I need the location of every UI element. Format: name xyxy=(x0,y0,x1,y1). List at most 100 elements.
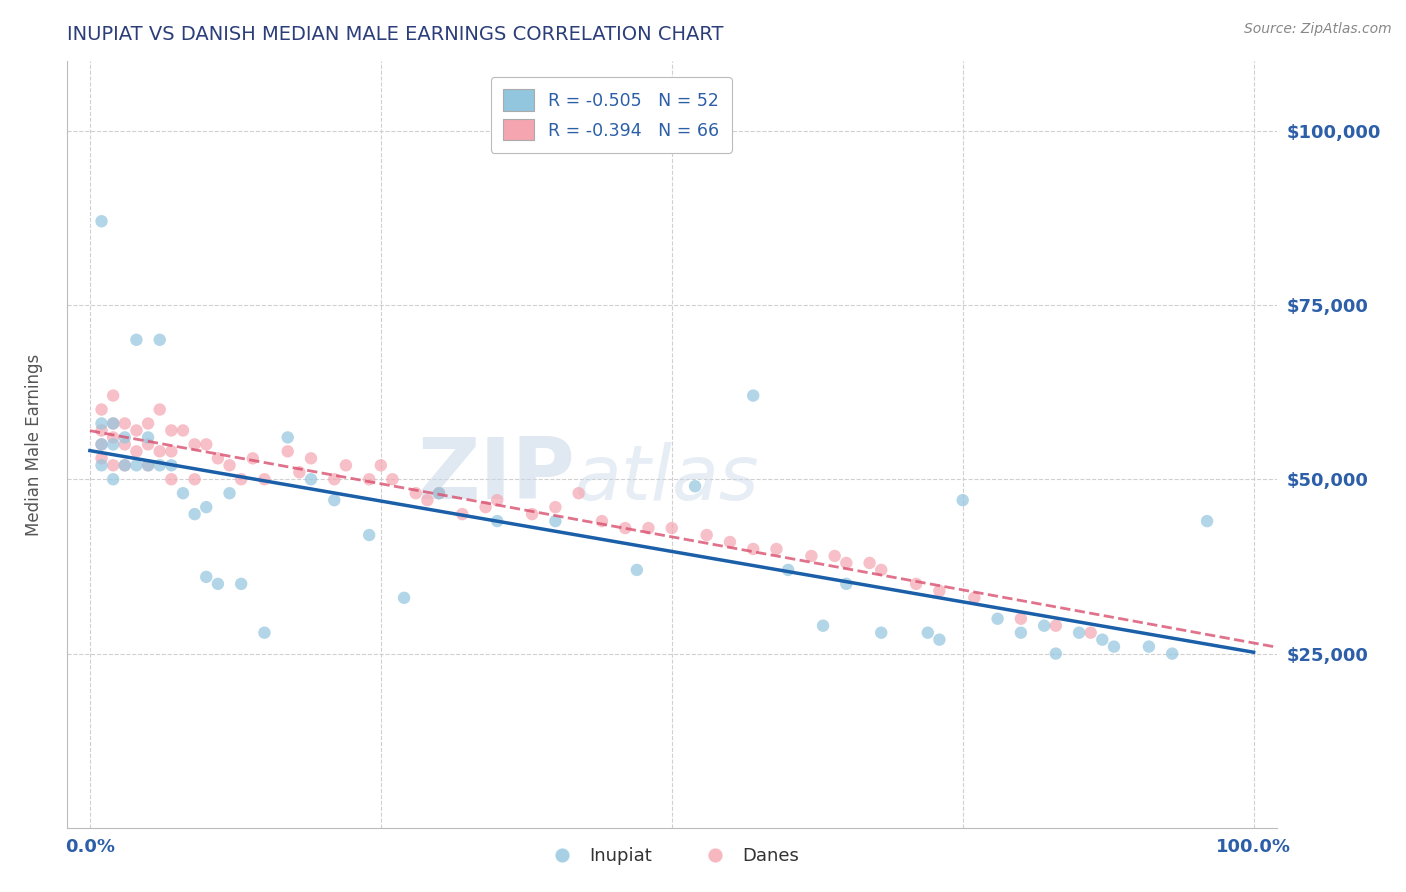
Point xyxy=(90,402,112,417)
Point xyxy=(544,500,567,515)
Point xyxy=(160,472,183,486)
Point xyxy=(520,507,543,521)
Text: atlas: atlas xyxy=(575,442,759,516)
Point xyxy=(160,424,183,438)
Point xyxy=(742,388,765,402)
Point xyxy=(591,514,613,528)
Point xyxy=(1161,647,1184,661)
Point xyxy=(359,472,381,486)
Point xyxy=(299,451,322,466)
Point xyxy=(323,472,346,486)
Text: Source: ZipAtlas.com: Source: ZipAtlas.com xyxy=(1244,22,1392,37)
Point xyxy=(392,591,415,605)
Point xyxy=(195,437,218,451)
Point xyxy=(299,472,322,486)
Point xyxy=(568,486,591,500)
Point xyxy=(160,444,183,458)
Point xyxy=(207,577,229,591)
Point xyxy=(381,472,404,486)
Point xyxy=(277,430,299,444)
Point xyxy=(765,541,787,556)
Point xyxy=(149,444,172,458)
Point xyxy=(125,333,148,347)
Text: INUPIAT VS DANISH MEDIAN MALE EARNINGS CORRELATION CHART: INUPIAT VS DANISH MEDIAN MALE EARNINGS C… xyxy=(66,25,723,44)
Point xyxy=(486,493,509,508)
Point xyxy=(136,458,159,473)
Point xyxy=(451,507,474,521)
Point xyxy=(987,612,1010,626)
Point xyxy=(835,556,858,570)
Point xyxy=(661,521,683,535)
Point xyxy=(101,458,124,473)
Point xyxy=(742,541,765,556)
Point xyxy=(101,417,124,431)
Point xyxy=(90,458,112,473)
Point xyxy=(370,458,392,473)
Point xyxy=(101,388,124,402)
Legend: Inupiat, Danes: Inupiat, Danes xyxy=(537,840,807,872)
Point xyxy=(114,437,136,451)
Point xyxy=(101,437,124,451)
Point xyxy=(963,591,986,605)
Point xyxy=(427,486,450,500)
Point xyxy=(870,625,893,640)
Point xyxy=(90,437,112,451)
Y-axis label: Median Male Earnings: Median Male Earnings xyxy=(25,353,44,535)
Point xyxy=(195,500,218,515)
Point xyxy=(1067,625,1090,640)
Point xyxy=(800,549,823,563)
Point xyxy=(183,507,205,521)
Point xyxy=(136,458,159,473)
Point xyxy=(917,625,939,640)
Point xyxy=(207,451,229,466)
Point xyxy=(928,632,950,647)
Point xyxy=(952,493,974,508)
Point xyxy=(114,430,136,444)
Point xyxy=(1045,618,1067,632)
Point xyxy=(253,625,276,640)
Point xyxy=(125,424,148,438)
Point xyxy=(125,458,148,473)
Point xyxy=(835,577,858,591)
Point xyxy=(824,549,846,563)
Point xyxy=(1102,640,1125,654)
Point xyxy=(149,458,172,473)
Point xyxy=(811,618,834,632)
Point xyxy=(683,479,706,493)
Point xyxy=(1045,647,1067,661)
Point xyxy=(90,451,112,466)
Point xyxy=(416,493,439,508)
Point xyxy=(114,458,136,473)
Point xyxy=(614,521,637,535)
Point xyxy=(1010,625,1032,640)
Point xyxy=(905,577,928,591)
Point xyxy=(172,486,194,500)
Point xyxy=(101,430,124,444)
Point xyxy=(1137,640,1160,654)
Point xyxy=(149,402,172,417)
Point xyxy=(218,486,240,500)
Point xyxy=(101,472,124,486)
Point xyxy=(125,444,148,458)
Point xyxy=(427,486,450,500)
Point xyxy=(928,583,950,598)
Point xyxy=(149,333,172,347)
Point xyxy=(1010,612,1032,626)
Point xyxy=(474,500,496,515)
Point xyxy=(1080,625,1102,640)
Point xyxy=(718,535,741,549)
Point xyxy=(288,465,311,479)
Point xyxy=(858,556,880,570)
Point xyxy=(231,472,253,486)
Point xyxy=(626,563,648,577)
Point xyxy=(323,493,346,508)
Point xyxy=(218,458,240,473)
Point xyxy=(90,437,112,451)
Point xyxy=(1197,514,1219,528)
Point xyxy=(637,521,659,535)
Point xyxy=(172,424,194,438)
Point xyxy=(277,444,299,458)
Point xyxy=(778,563,800,577)
Point xyxy=(544,514,567,528)
Point xyxy=(335,458,357,473)
